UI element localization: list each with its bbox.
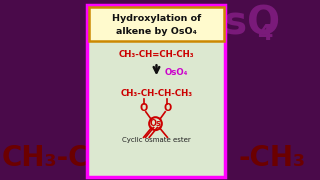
Text: 4: 4 [258,24,273,44]
Text: sO: sO [224,5,280,43]
Text: Hydroxylation of
alkene by OsO₄: Hydroxylation of alkene by OsO₄ [112,14,201,35]
Text: -CH₃: -CH₃ [238,144,305,172]
Text: CH₃-C: CH₃-C [2,144,90,172]
Text: CH₃-CH-CH-CH₃: CH₃-CH-CH-CH₃ [120,89,193,98]
Text: Os: Os [149,119,161,128]
Text: Cyclic osmate ester: Cyclic osmate ester [122,137,191,143]
Text: O: O [163,103,171,113]
FancyBboxPatch shape [87,5,226,177]
Text: O: O [140,103,148,113]
Text: CH₃-CH=CH-CH₃: CH₃-CH=CH-CH₃ [119,50,194,59]
FancyBboxPatch shape [89,7,224,41]
Text: OsO₄: OsO₄ [164,68,188,77]
